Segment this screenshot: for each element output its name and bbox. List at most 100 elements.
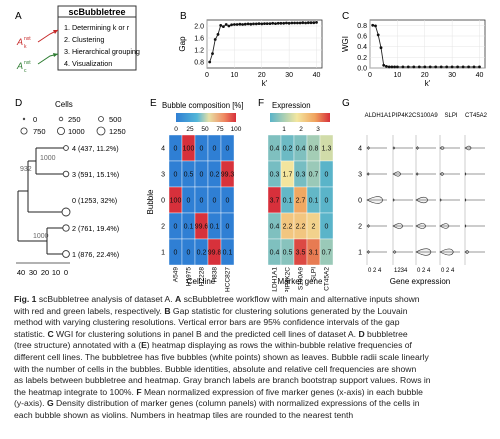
caption-text: Gap statistic for clustering solutions g… xyxy=(170,305,408,316)
heatmap-f-cell-value: 2.7 xyxy=(296,198,306,205)
wgi-data-point xyxy=(406,65,410,69)
leaf-bubble xyxy=(62,224,70,232)
heatmap-e-title: Bubble composition [%] xyxy=(162,101,243,110)
heatmap-e-row-label: 2 xyxy=(161,224,165,231)
gap-data-point xyxy=(304,21,307,25)
wgi-x-tick: 30 xyxy=(448,72,456,79)
alt-input-c-label: A xyxy=(16,61,23,71)
heatmap-e-column-label: A549 xyxy=(173,267,180,283)
workflow-title: scBubbletree xyxy=(68,7,125,17)
heatmap-f-cell-value: 0.1 xyxy=(283,198,293,205)
heatmap-f-cell-value: 1.3 xyxy=(322,146,332,153)
violin-x-ticks: 0 2 4 xyxy=(441,268,455,274)
heatmap-e-row-label: 3 xyxy=(161,172,165,179)
heatmap-e-column-label: H2228 xyxy=(199,267,206,287)
heatmap-e-cell-value: 100 xyxy=(170,198,182,205)
legend-size-250: 250 xyxy=(68,115,81,124)
caption-line: different cell lines. The bubbletree has… xyxy=(14,352,490,364)
alt-input-k-sub: k xyxy=(24,44,27,50)
caption-text: Density distribution of marker genes (co… xyxy=(53,398,420,409)
gap-data-point xyxy=(252,22,255,26)
leaf-bubble xyxy=(62,170,70,178)
heatmap-e-row-label: 0 xyxy=(161,198,165,205)
gap-data-point xyxy=(296,21,299,25)
gap-data-point xyxy=(254,22,258,26)
panel-a-letter: A xyxy=(15,11,22,22)
workflow-step-3: 3. Hierarchical grouping xyxy=(64,47,140,56)
wgi-data-point xyxy=(439,65,443,69)
heatmap-f-cell-value: 0 xyxy=(325,198,329,205)
heatmap-f-cell-value: 0 xyxy=(325,224,329,231)
heatmap-e-cell-value: 0 xyxy=(226,224,230,231)
bootstrap-label: 932 xyxy=(20,166,32,173)
caption-line: the heatmap integrate to 100%. F Mean no… xyxy=(14,387,490,399)
heatmap-f-cell-value: 0.7 xyxy=(309,172,319,179)
violin-x-ticks: 0 2 4 xyxy=(368,268,382,274)
violin-xlabel: Gene expression xyxy=(390,277,450,286)
heatmap-f-cell-value: 0.4 xyxy=(270,224,280,231)
panel-b: B 0 10 20 30 40 0.8 1.2 1.6 2.0 k' Gap xyxy=(178,11,323,88)
heatmap-f-cell-value: 2 xyxy=(312,224,316,231)
gap-x-tick: 30 xyxy=(285,72,293,79)
caption-line: method with varying clustering resolutio… xyxy=(14,317,490,329)
gap-data-point xyxy=(208,60,212,64)
gap-data-point xyxy=(227,24,231,28)
violin-gene-label: CT45A2 xyxy=(465,113,488,119)
heatmap-e-cell-value: 0 xyxy=(187,198,191,205)
wgi-data-point xyxy=(401,65,405,69)
panel-d-letter: D xyxy=(15,98,22,109)
wgi-x-tick: 40 xyxy=(476,72,484,79)
heatmap-f-cell-value: 2.2 xyxy=(296,224,306,231)
wgi-data-point xyxy=(393,65,396,69)
gap-x-tick: 0 xyxy=(205,72,209,79)
heatmap-e-cell-value: 0 xyxy=(174,172,178,179)
heatmap-f-cell-value: 0.5 xyxy=(283,250,293,257)
violin-row-label: 0 xyxy=(358,198,362,205)
violin-gene-label: SLPI xyxy=(444,113,457,119)
heatmap-e-cell-value: 0 xyxy=(226,146,230,153)
gap-x-tick: 40 xyxy=(313,72,321,79)
heatmap-f: 0.4 0.2 0.4 0.8 1.30.3 1.7 0.3 0.7 03.7 0.1 2.7 0.1… xyxy=(267,134,334,292)
workflow-step-1: 1. Determining k or r xyxy=(64,23,130,32)
heatmap-f-column-label: PIP4K2C xyxy=(285,267,292,292)
caption-text: method with varying clustering resolutio… xyxy=(14,317,400,328)
gap-data-point xyxy=(282,21,286,25)
dendrogram-tick: 20 xyxy=(41,268,49,277)
caption-panel-ref: C xyxy=(47,328,54,339)
legend-size-1000: 1000 xyxy=(68,127,85,136)
wgi-data-point xyxy=(376,33,380,37)
heatmap-e-cell-value: 99.6 xyxy=(195,224,209,231)
gap-y-tick: 2.0 xyxy=(194,24,204,31)
wgi-data-point xyxy=(371,23,375,27)
panel-g-letter: G xyxy=(342,98,350,109)
panel-d: D Cells 0 250 500 750 1000 1250 1000 xyxy=(15,98,126,277)
violin-row-label: 2 xyxy=(358,224,362,231)
heatmap-e-row-label: 4 xyxy=(161,146,165,153)
gap-data-point xyxy=(298,21,302,25)
colorbar-e-tick: 50 xyxy=(201,126,209,133)
heatmap-e-cell-value: 0 xyxy=(213,146,217,153)
leaf-bubble xyxy=(63,145,69,151)
gap-data-point xyxy=(306,21,310,25)
caption-panel-ref: A xyxy=(175,294,182,304)
wgi-data-point xyxy=(428,65,432,69)
alt-input-c-sub: c xyxy=(24,68,27,74)
heatmap-f-xlabel: Marker gene xyxy=(278,277,323,286)
workflow-box xyxy=(57,5,137,71)
leaf-label: 0 (1253, 32%) xyxy=(72,196,117,205)
wgi-ylabel: WGI xyxy=(341,36,350,52)
gap-x-tick: 20 xyxy=(258,72,266,79)
panel-b-letter: B xyxy=(180,11,187,22)
legend-bubble-0 xyxy=(22,117,26,121)
wgi-x-tick: 10 xyxy=(393,72,401,79)
violin-gene-label: PIP4K2C xyxy=(392,113,417,119)
heatmap-e-cell-value: 99.3 xyxy=(221,172,235,179)
wgi-y-tick: 0.0 xyxy=(357,66,367,73)
gap-data-point xyxy=(235,23,239,26)
leaf-bubble xyxy=(62,250,70,258)
wgi-y-tick: 0.4 xyxy=(357,44,367,51)
gap-plot-frame xyxy=(206,19,323,69)
colorbar-e-tick: 25 xyxy=(186,126,194,133)
gap-data-point xyxy=(241,23,245,26)
